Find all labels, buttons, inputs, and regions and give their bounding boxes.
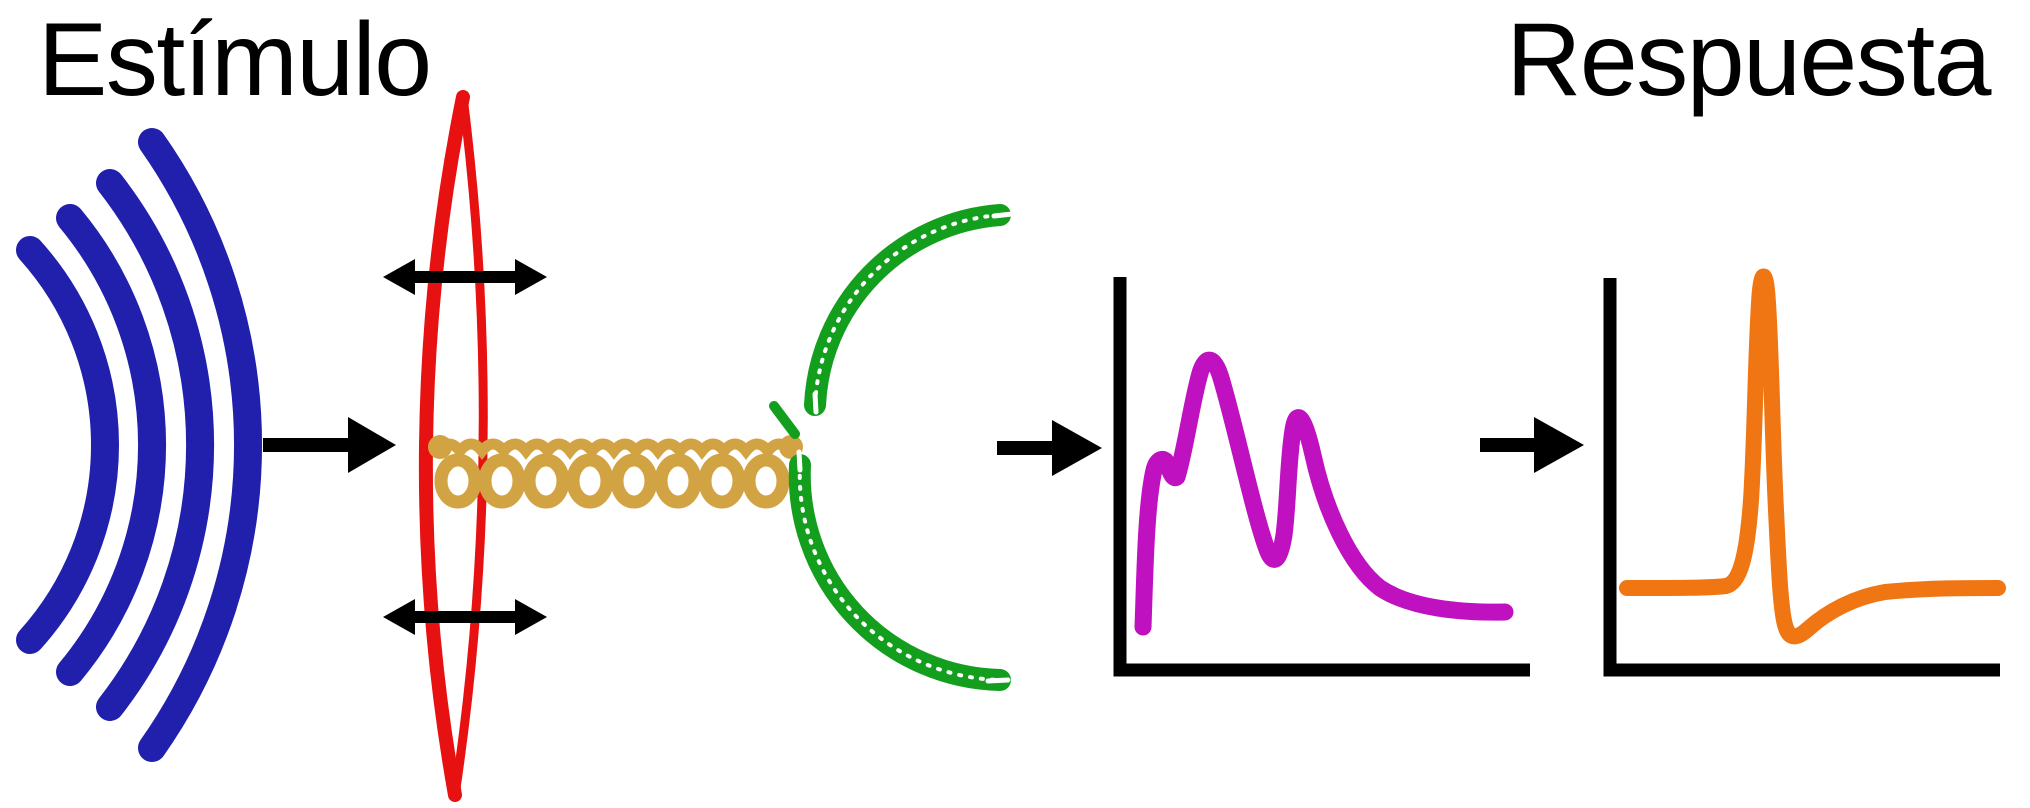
flow-arrow-icon: [1480, 417, 1584, 473]
sound-wave-arc: [56, 204, 167, 686]
sound-wave-arc: [138, 128, 263, 762]
response-title: Respuesta: [1506, 2, 1991, 118]
ion-channel-icon: [769, 204, 1015, 691]
receptor-potential-graph: [1113, 277, 1530, 677]
spring-coil: [698, 453, 746, 509]
vibration-arrow-head: [383, 599, 415, 635]
graph-axes: [1603, 278, 2000, 677]
channel-end-notches: [796, 211, 1015, 684]
receptor-potential-trace: [1134, 351, 1514, 636]
channel-lower-arc: [788, 454, 1011, 691]
spring-icon: [428, 435, 803, 509]
vibration-arrows-icon: [383, 259, 547, 635]
spring-anchor-dot: [428, 435, 452, 459]
channel-lower-pore-line: [797, 463, 1002, 682]
arrow-head: [1534, 417, 1584, 473]
channel-end-notch: [812, 391, 819, 415]
sound-waves-icon: [16, 128, 263, 762]
spring-coil: [478, 453, 526, 509]
sound-wave-arc: [96, 169, 215, 721]
channel-end-notch: [796, 449, 803, 473]
spring-coil: [742, 453, 790, 509]
action-potential-graph: [1603, 268, 2006, 677]
action-potential-trace: [1619, 268, 2006, 645]
spring-coil: [654, 453, 702, 509]
spring-top-line: [432, 438, 796, 460]
channel-gate-flap: [769, 401, 800, 439]
spring-coil: [434, 453, 482, 509]
channel-end-notch: [985, 677, 1011, 684]
arrow-head: [1052, 420, 1102, 476]
graph-axes: [1113, 277, 1530, 677]
arrow-head: [348, 417, 396, 473]
membrane-left-arc: [418, 90, 470, 802]
flow-arrow-icon: [997, 420, 1102, 476]
flow-arrow-icon: [263, 417, 396, 473]
sound-wave-arc: [16, 236, 119, 654]
spring-coil: [522, 453, 570, 509]
channel-end-notch: [991, 211, 1015, 219]
channel-upper-pore-line: [813, 213, 1002, 407]
vibration-arrow-head: [383, 259, 415, 295]
spring-coil: [566, 453, 614, 509]
spring-coils: [434, 453, 790, 509]
vibration-arrow-head: [515, 599, 547, 635]
vibration-arrow-head: [515, 259, 547, 295]
spring-coil: [610, 453, 658, 509]
stimulus-title: Estímulo: [38, 2, 432, 118]
